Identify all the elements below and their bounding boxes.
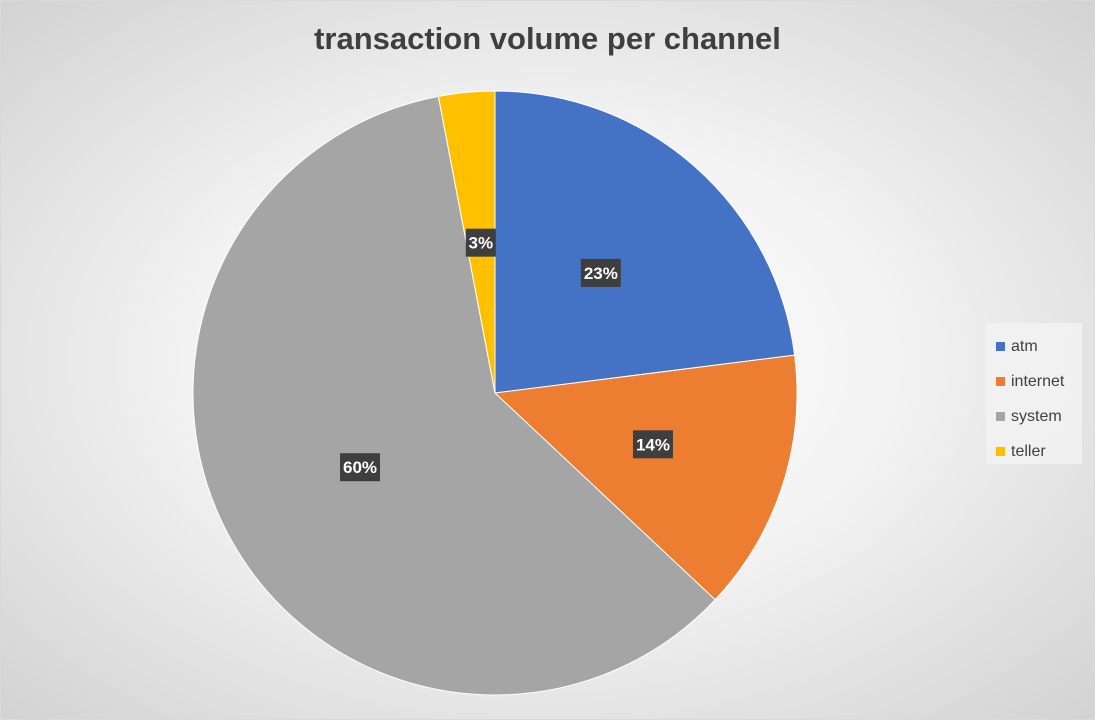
- data-label-system: 60%: [343, 458, 377, 477]
- legend-item-system: system: [996, 399, 1082, 434]
- data-label-box-atm: [580, 258, 621, 287]
- legend-item-internet: internet: [996, 364, 1082, 399]
- data-label-box-teller: [465, 228, 496, 257]
- data-label-atm: 23%: [584, 264, 618, 283]
- data-label-box-system: [340, 453, 381, 482]
- data-label-box-internet: [632, 430, 673, 459]
- legend-swatch: [996, 377, 1005, 386]
- legend-label: atm: [1011, 337, 1038, 355]
- legend-label: system: [1011, 407, 1062, 425]
- legend-label: teller: [1011, 442, 1046, 460]
- legend-swatch: [996, 412, 1005, 421]
- legend-item-teller: teller: [996, 434, 1082, 469]
- legend-swatch: [996, 342, 1005, 351]
- legend-item-atm: atm: [996, 329, 1082, 364]
- pie-slice-system: [192, 95, 716, 696]
- pie-slice-atm: [494, 90, 796, 394]
- data-label-internet: 14%: [636, 435, 670, 454]
- data-label-teller: 3%: [469, 234, 494, 253]
- legend-label: internet: [1011, 372, 1065, 390]
- chart-title: transaction volume per channel: [314, 21, 781, 56]
- pie-slice-internet: [493, 354, 798, 601]
- legend-swatch: [996, 447, 1005, 456]
- legend: atm internet system teller: [986, 323, 1082, 464]
